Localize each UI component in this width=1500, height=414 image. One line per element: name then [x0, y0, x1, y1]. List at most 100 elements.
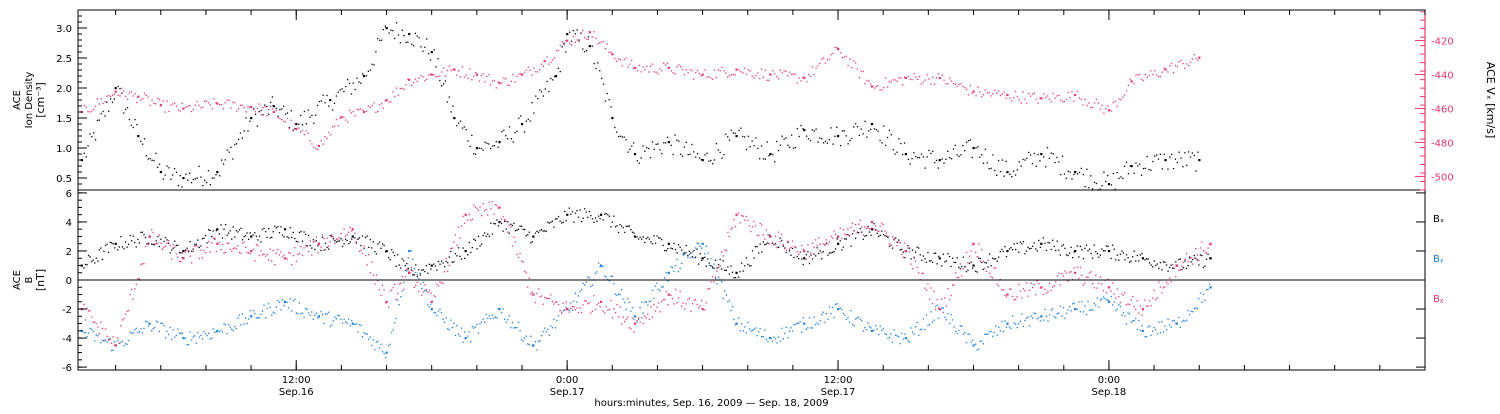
- by-sample: [493, 317, 495, 319]
- bz-sample: [505, 220, 507, 222]
- bz-sample: [562, 302, 564, 305]
- by-sample: [841, 309, 843, 311]
- ion-density-sample: [83, 152, 85, 154]
- bz-sample: [344, 235, 347, 237]
- bx-sample: [1001, 248, 1003, 251]
- bz-sample: [985, 270, 988, 272]
- ion-density-sample: [779, 144, 782, 146]
- ion-density-sample: [533, 112, 535, 114]
- bx-sample: [1013, 243, 1015, 245]
- ion-density-sample: [1090, 175, 1092, 177]
- ion-density-sample: [787, 144, 789, 146]
- bz-sample: [395, 298, 397, 301]
- bz-sample: [793, 245, 795, 248]
- bz-sample: [244, 246, 247, 248]
- bz-sample: [427, 291, 429, 293]
- b-y-tick-label: 0: [66, 276, 72, 287]
- vx-sample: [284, 121, 287, 123]
- by-sample: [716, 283, 718, 285]
- bz-sample: [951, 284, 954, 286]
- ion-density-point: [667, 141, 670, 144]
- ion-density-sample: [811, 129, 814, 131]
- by-sample: [249, 309, 251, 312]
- by-sample: [132, 332, 134, 334]
- vx-point: [1107, 109, 1111, 112]
- bx-sample: [801, 258, 803, 260]
- bz-sample: [1076, 266, 1078, 268]
- bz-sample: [468, 213, 470, 216]
- by-sample: [508, 315, 510, 317]
- bz-sample: [990, 276, 992, 278]
- bz-sample: [616, 303, 618, 306]
- bz-sample: [671, 297, 674, 300]
- bz-sample: [928, 298, 931, 300]
- bx-sample: [1187, 264, 1189, 267]
- bz-sample: [565, 301, 567, 303]
- bz-sample: [240, 252, 242, 254]
- by-sample: [439, 308, 441, 310]
- by-point: [1040, 315, 1043, 318]
- vx-sample: [969, 84, 972, 87]
- ion-density-sample: [614, 126, 616, 129]
- vx-sample: [649, 65, 652, 68]
- vx-sample: [424, 80, 426, 82]
- ion-density-sample: [192, 178, 195, 181]
- bx-sample: [1172, 267, 1174, 269]
- by-sample: [247, 318, 250, 320]
- by-sample: [84, 331, 87, 334]
- bz-sample: [346, 234, 348, 236]
- bx-sample: [1130, 260, 1132, 262]
- bz-point: [701, 308, 704, 311]
- bx-sample: [711, 266, 714, 268]
- bz-sample: [504, 218, 506, 221]
- bz-sample: [300, 245, 302, 248]
- vx-point: [972, 90, 975, 93]
- ion-density-point: [159, 171, 162, 174]
- vx-sample: [760, 68, 763, 70]
- vx-point: [430, 73, 433, 76]
- vx-sample: [578, 40, 580, 43]
- bz-sample: [206, 246, 208, 249]
- vx-point: [408, 78, 411, 81]
- bx-sample: [644, 241, 646, 244]
- by-point: [351, 322, 354, 325]
- bz-sample: [762, 234, 764, 236]
- bx-sample: [881, 230, 883, 232]
- by-sample: [907, 340, 909, 342]
- by-point: [735, 322, 738, 325]
- by-sample: [753, 328, 755, 331]
- by-sample: [570, 302, 572, 304]
- bz-point: [283, 257, 287, 260]
- bx-sample: [1045, 249, 1048, 252]
- by-sample: [928, 323, 931, 326]
- ion-density-sample: [1016, 169, 1019, 171]
- bx-sample: [975, 270, 977, 272]
- by-sample: [220, 329, 222, 331]
- bx-sample: [163, 240, 165, 243]
- by-sample: [422, 281, 424, 284]
- bz-sample: [1093, 287, 1095, 289]
- ion-density-sample: [467, 140, 469, 142]
- bz-sample: [1116, 288, 1118, 290]
- bx-sample: [268, 227, 270, 230]
- ion-density-sample: [493, 144, 496, 147]
- bz-sample: [340, 232, 342, 235]
- vx-sample: [495, 87, 497, 89]
- ion-density-sample: [826, 142, 829, 144]
- bz-sample: [534, 301, 537, 304]
- bz-sample: [751, 226, 754, 228]
- bz-sample: [264, 255, 267, 257]
- vx-sample: [997, 90, 1000, 92]
- by-sample: [120, 341, 122, 344]
- ion-density-point: [362, 75, 366, 78]
- ion-density-sample: [1139, 163, 1141, 165]
- ion-density-sample: [241, 137, 243, 139]
- by-sample: [801, 331, 803, 333]
- bz-sample: [479, 206, 481, 208]
- vx-sample: [175, 105, 178, 107]
- bz-sample: [174, 246, 176, 248]
- bz-point: [464, 213, 467, 216]
- bz-sample: [349, 226, 351, 229]
- bx-sample: [151, 243, 153, 245]
- bz-sample: [839, 227, 841, 229]
